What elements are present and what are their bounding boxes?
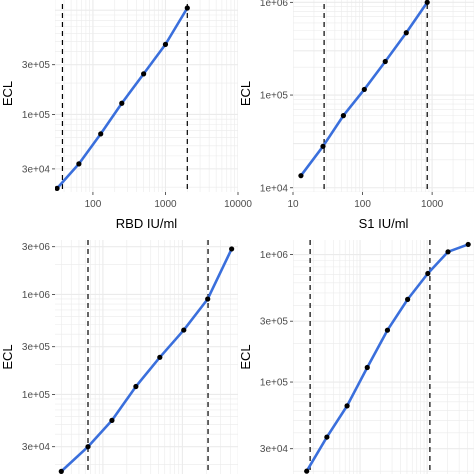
plot-layer-1 <box>55 0 190 192</box>
data-point <box>304 468 310 474</box>
chart-panel-3: 3e+04 1e+05 3e+05 1e+06 3e+06 ECL <box>0 240 238 474</box>
gridlines-3 <box>55 240 238 474</box>
gridlines-4 <box>293 240 474 474</box>
y-tick-label: 1e+06 <box>260 250 289 261</box>
data-point <box>384 327 391 333</box>
y-tick-label: 1e+05 <box>260 378 289 389</box>
data-point <box>445 249 451 255</box>
data-point <box>55 185 60 191</box>
data-point <box>344 403 350 409</box>
data-point <box>361 86 367 93</box>
data-point <box>76 161 82 167</box>
y-axis-title: ECL <box>0 81 15 106</box>
data-point <box>141 71 147 77</box>
y-tick-label: 3e+04 <box>22 442 51 453</box>
data-point <box>320 143 326 149</box>
data-point <box>364 364 370 371</box>
chart-panel-4: 3e+04 1e+05 3e+05 1e+06 ECL <box>238 240 474 474</box>
data-point <box>181 327 187 333</box>
x-axis-title: RBD IU/ml <box>116 216 178 231</box>
data-point <box>85 444 91 450</box>
y-tick-label: 1e+04 <box>260 183 289 194</box>
x-tick-label: 10 <box>287 199 299 210</box>
data-point <box>425 270 431 277</box>
gridlines-1 <box>55 0 238 192</box>
y-tick-label: 3e+04 <box>22 164 51 175</box>
data-point <box>298 173 304 179</box>
y-axis-title: ECL <box>238 344 253 369</box>
data-point <box>109 417 115 423</box>
data-point <box>382 58 388 65</box>
chart-panel-2: 1e+04 1e+05 1e+06 10 100 1000 S1 IU/ml ECL <box>238 0 474 231</box>
y-tick-label: 1e+06 <box>22 290 51 301</box>
y-axis-title: ECL <box>238 81 253 106</box>
data-point <box>162 41 169 47</box>
x-tick-label: 1000 <box>154 199 177 210</box>
data-point <box>424 0 430 5</box>
data-point <box>465 241 471 248</box>
y-tick-label: 3e+06 <box>22 242 51 253</box>
y-tick-label: 1e+05 <box>260 91 289 102</box>
y-tick-label: 3e+05 <box>22 342 51 353</box>
data-point <box>229 246 235 252</box>
plot-layer-4 <box>304 240 471 474</box>
gridlines-2 <box>293 0 474 192</box>
y-tick-label: 1e+05 <box>22 110 51 121</box>
y-tick-label: 3e+05 <box>22 60 51 71</box>
data-point <box>157 354 163 360</box>
data-point <box>340 113 346 119</box>
y-tick-label: 1e+06 <box>260 0 289 9</box>
data-point <box>119 100 125 106</box>
x-tick-label: 100 <box>85 199 102 210</box>
y-tick-label: 3e+04 <box>260 444 289 455</box>
plot-layer-2 <box>298 0 430 192</box>
data-point <box>405 296 411 302</box>
x-tick-label: 1000 <box>421 199 444 210</box>
plot-layer-3 <box>58 240 235 474</box>
data-point <box>184 5 190 11</box>
fit-line <box>59 247 233 473</box>
data-point <box>58 468 64 474</box>
y-tick-label: 1e+05 <box>22 390 51 401</box>
y-axis-title: ECL <box>0 344 15 369</box>
data-point <box>133 383 139 390</box>
x-axis-title: S1 IU/ml <box>359 216 409 231</box>
data-point <box>324 434 330 440</box>
data-point <box>98 131 104 137</box>
y-tick-label: 3e+05 <box>260 317 289 328</box>
fit-line <box>305 243 470 473</box>
x-tick-label: 100 <box>354 199 371 210</box>
data-point <box>205 296 211 302</box>
x-tick-label: 10000 <box>224 199 252 210</box>
chart-panel-1: 3e+04 1e+05 3e+05 100 1000 10000 RBD IU/ml ECL <box>0 0 252 231</box>
data-point <box>403 30 409 36</box>
